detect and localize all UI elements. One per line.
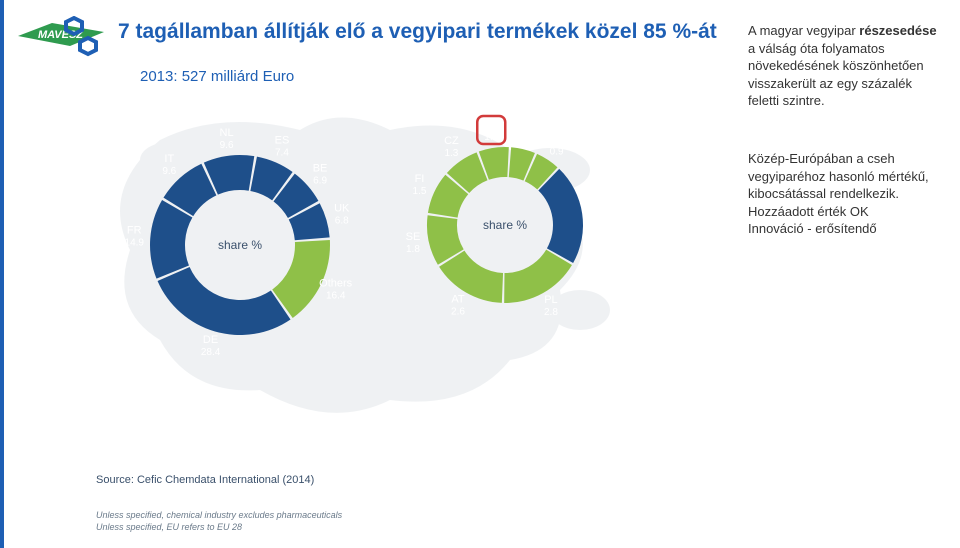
fine-print-2: Unless specified, EU refers to EU 28 [96,522,242,532]
donut-charts: DE28.4FR14.9IT9.6NL9.6ES7.4BE6.9UK6.8Oth… [0,0,700,420]
donut-value-at: 2.6 [451,306,465,317]
donut-value-be: 6.9 [313,176,327,187]
donut-value-ie: 0.9 [550,146,564,157]
donut-seg-at [439,251,503,303]
donut-label-de: DE [203,334,218,346]
donut-center-label: share % [483,218,527,232]
donut-label-nl: NL [220,127,234,139]
donut-label-others: Others [581,198,615,210]
donut-label-fi: FI [415,173,425,185]
donut-center-label: share % [218,238,262,252]
fine-print-1: Unless specified, chemical industry excl… [96,510,342,520]
donut-value-pt: 0.9 [520,134,534,145]
donut-seg-others [538,169,583,263]
donut-seg-pl [504,250,572,303]
donut-value-uk: 6.8 [335,215,349,226]
donut-seg-de [158,267,291,335]
donut-label-pt: PT [520,121,534,133]
donut-label-others: Others [319,278,353,290]
donut-value-es: 7.4 [275,148,289,159]
donut-label-be: BE [313,163,328,175]
donut-label-it: IT [164,153,174,165]
donut-label-cz: CZ [444,135,459,147]
donut-value-others: 3.5 [591,211,605,222]
donut-value-fi: 1.5 [413,186,427,197]
donut-label-es: ES [275,135,290,147]
donut-value-de: 28.4 [201,347,221,358]
right-paragraph-2: Közép-Európában a cseh vegyiparéhoz haso… [748,150,938,238]
donut-value-it: 9.6 [162,166,176,177]
right-paragraph-1: A magyar vegyipar részesedése a válság ó… [748,22,938,110]
donut-label-fr: FR [127,224,142,236]
donut-value-pl: 2.8 [544,307,558,318]
source-text: Source: Cefic Chemdata International (20… [96,474,314,486]
donut-label-pl: PL [544,294,557,306]
donut-label-at: AT [451,293,465,305]
donut-label-ie: IE [551,133,561,145]
donut-label-uk: UK [334,202,350,214]
donut-label-hu: HU [483,119,499,131]
donut-label-se: SE [406,231,421,243]
donut-value-se: 1.8 [406,244,420,255]
donut-seg-fr [150,200,192,279]
donut-value-nl: 9.6 [220,140,234,151]
donut-value-others: 16.4 [326,291,346,302]
donut-value-hu: 1.1 [484,132,498,143]
donut-value-cz: 1.3 [444,148,458,159]
donut-value-fr: 14.9 [125,237,145,248]
